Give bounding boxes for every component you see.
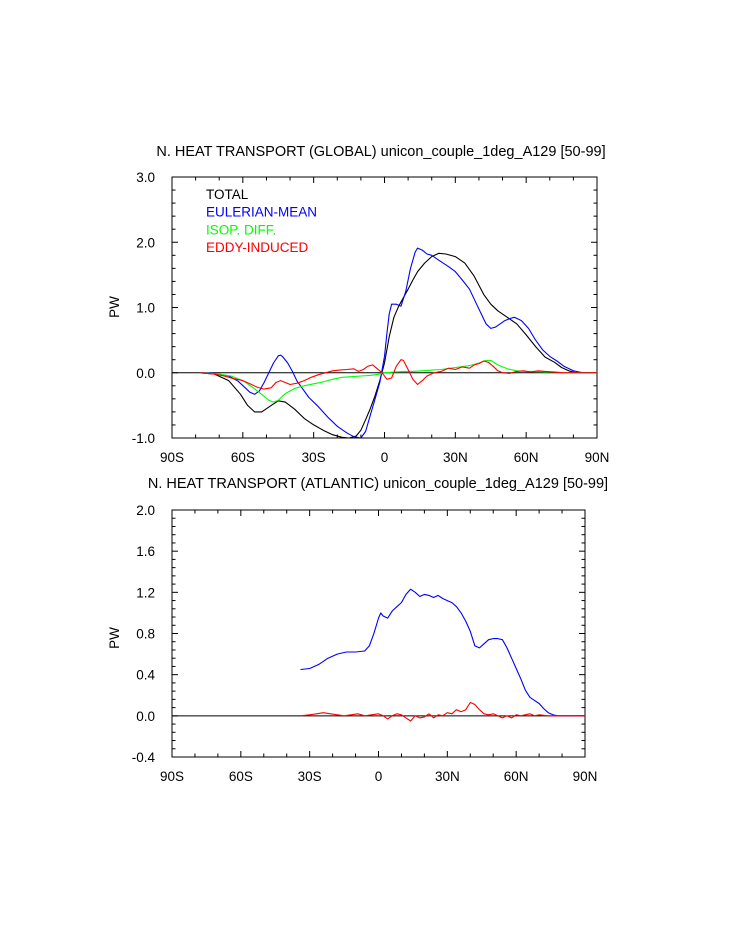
y-tick-label: 1.0 — [136, 301, 155, 316]
y-axis-label-atlantic: PW — [107, 627, 122, 649]
plot-frame — [171, 509, 586, 758]
y-axis-label-global: PW — [107, 296, 122, 318]
series-line-total — [200, 252, 597, 438]
series-line-eddy-induced — [200, 359, 597, 390]
y-tick-label: 0.0 — [136, 366, 155, 381]
x-tick-label: 60S — [231, 450, 255, 465]
x-tick-label: 30S — [302, 450, 326, 465]
y-tick-label: -0.4 — [132, 750, 156, 765]
x-tick-label: 60N — [504, 769, 529, 784]
chart-title-atlantic: N. HEAT TRANSPORT (ATLANTIC) unicon_coup… — [148, 476, 608, 492]
x-tick-label: 0 — [375, 769, 383, 784]
x-tick-label: 30N — [435, 769, 460, 784]
y-tick-label: 0.4 — [136, 668, 155, 683]
x-tick-label: 90N — [573, 769, 598, 784]
atlantic-heat-transport-chart: N. HEAT TRANSPORT (ATLANTIC) unicon_coup… — [107, 476, 608, 784]
x-tick-label: 30S — [298, 769, 322, 784]
y-tick-label: 2.0 — [136, 235, 155, 250]
legend-entry: EDDY-INDUCED — [206, 240, 309, 255]
y-tick-label: 2.0 — [136, 503, 155, 518]
y-tick-label: 1.2 — [136, 585, 155, 600]
legend-entry: EULERIAN-MEAN — [206, 205, 317, 220]
y-tick-label: 1.6 — [136, 544, 155, 559]
x-tick-label: 60N — [514, 450, 539, 465]
legend-entry: TOTAL — [206, 187, 249, 202]
x-tick-label: 90N — [585, 450, 610, 465]
x-tick-label: 60S — [229, 769, 253, 784]
series-line-eulerian-mean — [300, 588, 585, 717]
series-line-isop-diff — [200, 359, 597, 403]
x-tick-label: 90S — [160, 450, 184, 465]
x-tick-label: 0 — [381, 450, 389, 465]
y-tick-label: -1.0 — [132, 431, 155, 446]
legend-global: TOTAL EULERIAN-MEAN ISOP. DIFF. EDDY-INDUCE… — [206, 187, 317, 255]
x-tick-label: 30N — [443, 450, 468, 465]
global-heat-transport-chart: N. HEAT TRANSPORT (GLOBAL) unicon_couple… — [107, 144, 609, 465]
legend-entry: ISOP. DIFF. — [206, 222, 276, 237]
series-line-eulerian-mean — [200, 247, 597, 438]
y-tick-label: 0.0 — [136, 709, 155, 724]
y-tick-label: 3.0 — [136, 170, 155, 185]
series-line-eddy-induced — [300, 701, 585, 722]
y-tick-label: 0.8 — [136, 627, 155, 642]
chart-title-global: N. HEAT TRANSPORT (GLOBAL) unicon_couple… — [156, 144, 605, 160]
x-tick-label: 90S — [160, 769, 184, 784]
